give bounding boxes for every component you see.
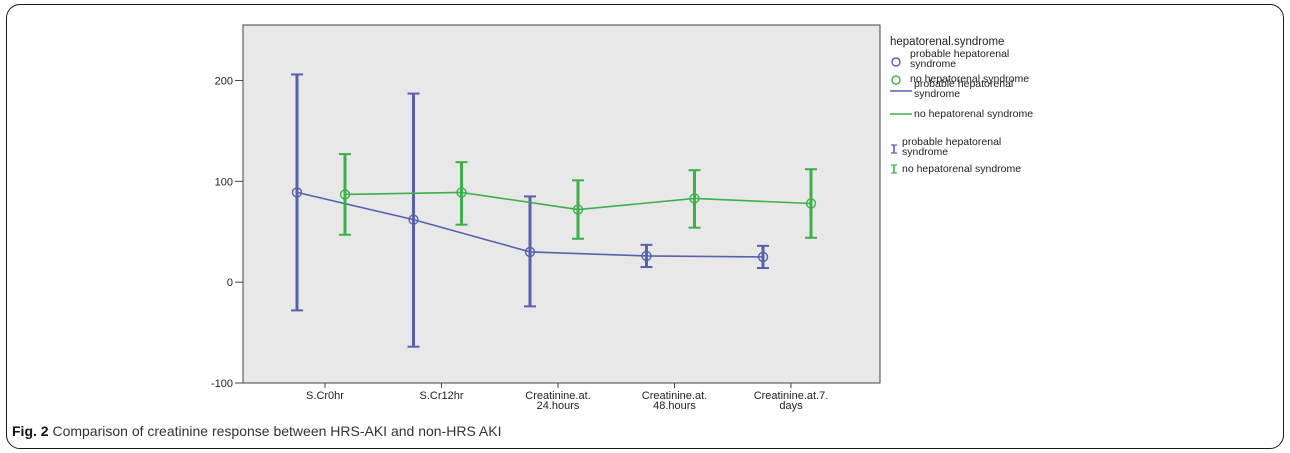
y-tick-label: 0 <box>227 277 233 289</box>
data-point <box>805 198 817 209</box>
y-tick-label: 100 <box>215 176 233 188</box>
legend-label: no hepatorenal syndrome <box>902 163 1021 175</box>
legend-label: syndrome <box>902 146 948 158</box>
legend-label: no hepatorenal syndrome <box>914 108 1033 120</box>
legend-label: syndrome <box>910 58 956 70</box>
data-point <box>524 246 536 258</box>
figure-caption: Fig. 2 Comparison of creatinine response… <box>12 423 501 439</box>
legend-label: syndrome <box>914 88 960 100</box>
plot-background <box>242 24 881 384</box>
error-bar <box>407 92 420 348</box>
legend-title: hepatorenal.syndrome <box>890 36 1004 48</box>
error-bar <box>455 161 468 226</box>
figure-label: Fig. 2 <box>12 423 49 439</box>
x-tick-label: S.Cr0hr <box>306 390 344 402</box>
error-bar <box>757 244 769 270</box>
data-point <box>339 189 351 200</box>
figure-caption-text: Comparison of creatinine response betwee… <box>52 423 502 439</box>
error-bar <box>524 195 536 308</box>
legend-marker-icon <box>891 75 901 85</box>
error-bar <box>640 243 653 269</box>
data-point <box>291 187 303 198</box>
chart: -100 0 100 200 S.Cr0hr S.Cr12hr Creatinine.at.… <box>211 24 1033 412</box>
error-bar <box>339 153 351 236</box>
x-tick-label: days <box>779 400 803 412</box>
x-tick-label: Creatinine.at. <box>525 390 590 402</box>
data-point <box>572 204 584 215</box>
data-point <box>408 214 419 225</box>
y-tick-label: -100 <box>211 378 233 390</box>
error-bar <box>805 168 817 239</box>
legend-entry: no hepatorenal syndrome <box>891 73 1029 85</box>
legend-entry: no hepatorenal syndrome <box>890 108 1033 120</box>
data-point <box>456 187 467 198</box>
error-bar <box>688 169 701 229</box>
x-tick-label: Creatinine.at. <box>642 390 707 402</box>
figure-frame <box>6 4 1284 449</box>
y-tick-label: 200 <box>215 75 233 87</box>
error-bar <box>572 179 584 240</box>
error-bar <box>291 73 303 312</box>
x-tick-label: S.Cr12hr <box>419 390 463 402</box>
data-point <box>757 251 769 263</box>
legend-label: no hepatorenal syndrome <box>910 73 1029 85</box>
legend-entry: no hepatorenal syndrome <box>891 163 1021 175</box>
data-point <box>689 193 700 204</box>
data-point <box>641 250 652 262</box>
x-tick-label: 48.hours <box>653 400 696 412</box>
legend-marker-icon <box>891 57 901 67</box>
legend-label: probable hepatorenal <box>914 78 1013 90</box>
x-tick-label: Creatinine.at.7. <box>754 390 829 402</box>
x-tick-label: 24.hours <box>537 400 580 412</box>
legend-label: probable hepatorenal <box>910 48 1009 60</box>
legend-label: probable hepatorenal <box>902 136 1001 148</box>
